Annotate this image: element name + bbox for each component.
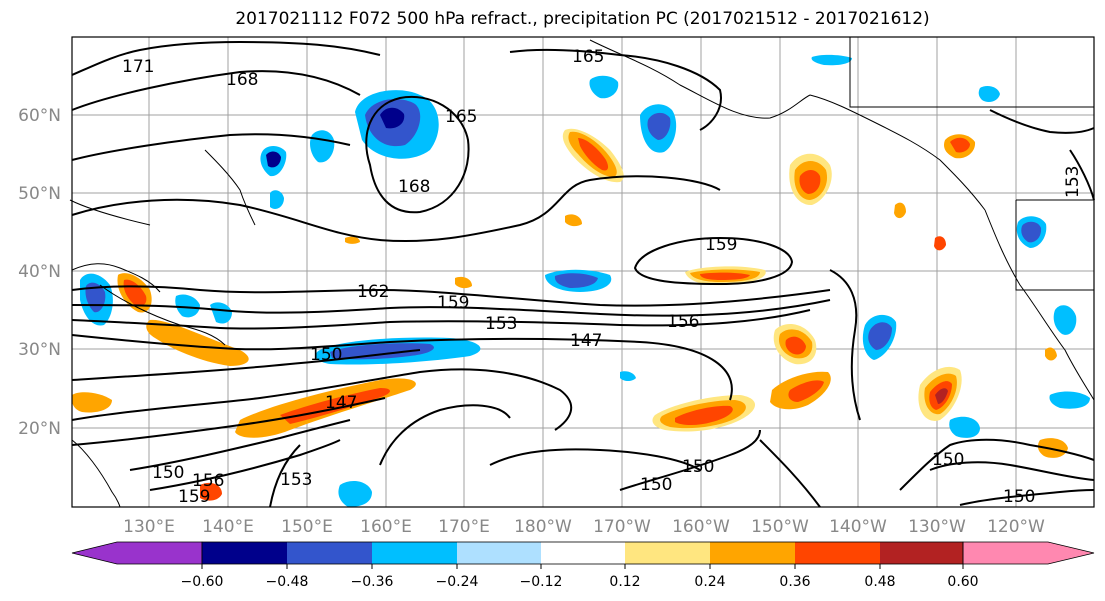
colorbar-tick-label: 0.48 xyxy=(864,574,895,590)
lon-label: 140°E xyxy=(202,517,254,537)
colorbar-swatch xyxy=(880,542,963,564)
colorbar-tick-label: −0.48 xyxy=(266,574,309,590)
contour-label: 150 xyxy=(932,450,964,470)
lon-label: 160°E xyxy=(360,517,412,537)
colorbar-tick-label: −0.36 xyxy=(351,574,394,590)
contour-label: 156 xyxy=(192,471,224,491)
precipitation-fills xyxy=(71,54,1090,507)
coastlines xyxy=(69,37,1095,508)
contour-label: 168 xyxy=(226,70,258,90)
lon-label: 130°W xyxy=(908,517,966,537)
colorbar-swatch xyxy=(287,542,372,564)
colorbar-swatch xyxy=(372,542,457,564)
colorbar-tick-label: −0.12 xyxy=(520,574,563,590)
lat-label: 50°N xyxy=(18,184,61,204)
colorbar-swatch xyxy=(795,542,880,564)
contour-label: 165 xyxy=(445,107,477,127)
lon-label: 120°W xyxy=(987,517,1045,537)
contour-label: 156 xyxy=(667,312,699,332)
contour-label: 159 xyxy=(178,487,210,507)
contour-label: 162 xyxy=(357,282,389,302)
contour-label: 147 xyxy=(570,331,602,351)
longitude-labels: 130°E 140°E 150°E 160°E 170°E 180°W 170°… xyxy=(123,517,1045,537)
lat-label: 20°N xyxy=(18,419,61,439)
colorbar-swatch xyxy=(541,542,625,564)
colorbar-extend-low xyxy=(71,541,203,565)
contour-label: 150 xyxy=(310,345,342,365)
colorbar-tick-label: 0.24 xyxy=(694,574,725,590)
contour-label: 159 xyxy=(705,235,737,255)
lon-label: 180°W xyxy=(514,517,572,537)
colorbar-tick-label: 0.12 xyxy=(609,574,640,590)
lon-label: 150°W xyxy=(751,517,809,537)
colorbar-swatch xyxy=(457,542,541,564)
colorbar-extend-high xyxy=(962,541,1095,565)
colorbar-tick-label: −0.60 xyxy=(181,574,224,590)
lon-label: 130°E xyxy=(123,517,175,537)
colorbar: −0.60 −0.48 −0.36 −0.24 −0.12 0.12 0.24 … xyxy=(71,541,1095,590)
colorbar-tick-label: 0.36 xyxy=(779,574,810,590)
contour-label: 150 xyxy=(682,457,714,477)
colorbar-tick-label: −0.24 xyxy=(436,574,479,590)
lon-label: 170°E xyxy=(438,517,490,537)
lat-label: 60°N xyxy=(18,106,61,126)
contour-label: 153 xyxy=(1063,166,1083,198)
lon-label: 160°W xyxy=(672,517,730,537)
contour-label: 150 xyxy=(152,463,184,483)
latitude-labels: 60°N 50°N 40°N 30°N 20°N xyxy=(18,106,61,439)
contour-label: 153 xyxy=(485,314,517,334)
colorbar-swatch xyxy=(710,542,795,564)
map-frame xyxy=(71,36,1095,508)
colorbar-swatch xyxy=(202,542,287,564)
refractivity-contours xyxy=(71,40,1095,508)
lat-label: 30°N xyxy=(18,340,61,360)
contour-label: 147 xyxy=(325,393,357,413)
colorbar-tick-label: 0.60 xyxy=(947,574,978,590)
lon-label: 140°W xyxy=(829,517,887,537)
contour-label: 168 xyxy=(398,177,430,197)
contour-labels: 171 168 165 165 168 159 162 159 153 156 … xyxy=(122,47,1083,507)
lat-label: 40°N xyxy=(18,262,61,282)
contour-label: 159 xyxy=(437,293,469,313)
lon-label: 150°E xyxy=(281,517,333,537)
contour-label: 150 xyxy=(1003,487,1035,507)
contour-label: 165 xyxy=(572,47,604,67)
contour-label: 153 xyxy=(280,470,312,490)
colorbar-swatch xyxy=(625,542,710,564)
contour-label: 171 xyxy=(122,57,154,77)
map-title: 2017021112 F072 500 hPa refract., precip… xyxy=(235,9,930,29)
contour-label: 150 xyxy=(640,475,672,495)
lon-label: 170°W xyxy=(593,517,651,537)
